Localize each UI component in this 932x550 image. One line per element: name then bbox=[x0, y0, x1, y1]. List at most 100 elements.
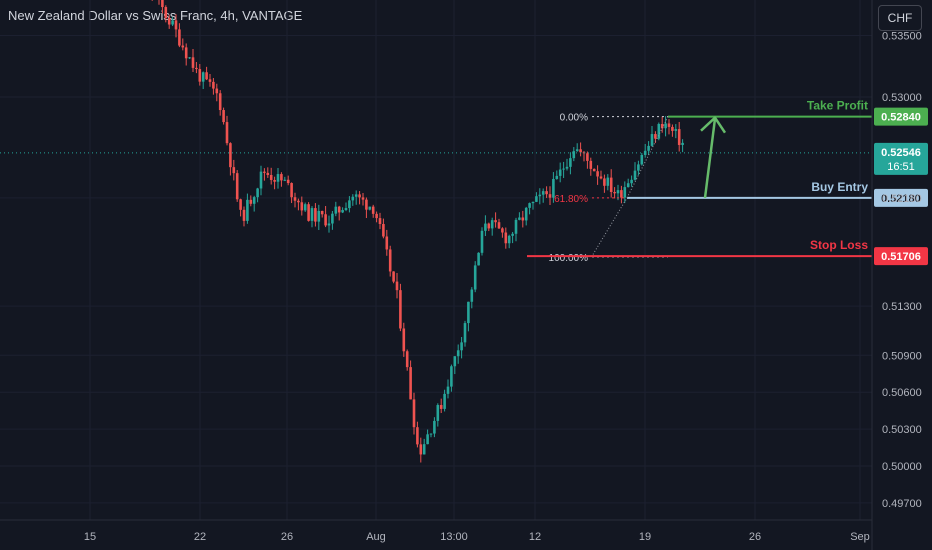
candle-body bbox=[351, 196, 355, 201]
candle-body bbox=[521, 217, 525, 221]
time-axis: 15 22 26 Aug 13:00 12 19 26 Sep bbox=[0, 519, 872, 543]
candle-body bbox=[382, 224, 385, 237]
candle-body bbox=[161, 0, 164, 8]
price-axis: 0.540000.535000.530000.521800.513000.509… bbox=[871, 0, 922, 550]
candle-body bbox=[246, 199, 249, 221]
candle-body bbox=[531, 201, 535, 204]
candle-body bbox=[276, 174, 280, 182]
candle-body bbox=[361, 197, 365, 200]
candle-body bbox=[480, 230, 484, 253]
candle-body bbox=[436, 405, 440, 421]
candle-body bbox=[562, 168, 565, 170]
candle-body bbox=[290, 183, 293, 198]
candle-body bbox=[555, 175, 559, 179]
candle-body bbox=[399, 290, 402, 329]
candle-body bbox=[307, 204, 310, 221]
candle-body bbox=[545, 191, 548, 195]
fib-diagonal bbox=[592, 197, 628, 255]
candle-body bbox=[293, 197, 297, 201]
candle-body bbox=[654, 134, 657, 139]
candle-body bbox=[419, 444, 423, 455]
candle-body bbox=[280, 174, 283, 181]
candle-body bbox=[616, 190, 620, 194]
candle-body bbox=[446, 386, 450, 394]
stop-loss-label: Stop Loss bbox=[810, 238, 868, 252]
candle-body bbox=[650, 134, 654, 146]
candle-body bbox=[416, 427, 419, 445]
candle-body bbox=[643, 150, 647, 155]
candle-body bbox=[181, 45, 185, 48]
candle-body bbox=[392, 271, 395, 282]
buy-entry-label: Buy Entry bbox=[811, 180, 868, 194]
candle-body bbox=[514, 219, 518, 234]
candle-body bbox=[647, 145, 650, 151]
candle-body bbox=[327, 223, 331, 226]
projection-arrow bbox=[703, 118, 717, 199]
candle-body bbox=[674, 129, 678, 131]
candle-body bbox=[385, 236, 389, 250]
candle-body bbox=[524, 207, 528, 221]
candle-body bbox=[337, 206, 341, 213]
candle-body bbox=[596, 171, 599, 177]
candle-body bbox=[344, 208, 348, 211]
candle-body bbox=[242, 209, 246, 221]
candle-body bbox=[620, 190, 623, 198]
candle-body bbox=[592, 168, 596, 172]
candle-body bbox=[354, 194, 358, 197]
candle-body bbox=[201, 72, 205, 82]
candle-body bbox=[225, 122, 229, 144]
candle-body bbox=[341, 210, 344, 213]
candle-body bbox=[603, 178, 606, 186]
candle-body bbox=[439, 405, 443, 409]
candle-body bbox=[317, 210, 321, 222]
price-tick-label: 0.53000 bbox=[882, 92, 922, 104]
price-tick-label: 0.53500 bbox=[882, 31, 922, 43]
candle-body bbox=[429, 433, 433, 435]
price-tag bbox=[874, 107, 928, 126]
candle-body bbox=[541, 191, 545, 195]
currency-button[interactable]: CHF bbox=[878, 5, 922, 31]
candle-body bbox=[460, 342, 463, 351]
candle-body bbox=[212, 81, 215, 89]
candle-body bbox=[664, 123, 667, 129]
candle-body bbox=[297, 200, 300, 203]
candle-body bbox=[609, 177, 613, 192]
candle-body bbox=[405, 351, 409, 368]
candle-body bbox=[548, 194, 552, 198]
candle-body bbox=[535, 196, 538, 202]
candle-body bbox=[348, 200, 351, 209]
time-tick-label: 15 bbox=[84, 531, 96, 543]
candle-body bbox=[633, 170, 637, 180]
candle-body bbox=[575, 149, 579, 152]
time-tick-label: 13:00 bbox=[440, 531, 468, 543]
candle-body bbox=[331, 213, 334, 224]
candle-body bbox=[606, 177, 610, 186]
candle-body bbox=[334, 206, 338, 214]
candle-body bbox=[477, 252, 480, 266]
price-tick-label: 0.50600 bbox=[882, 387, 922, 399]
candle-body bbox=[259, 171, 263, 189]
candle-body bbox=[473, 265, 477, 290]
candle-body bbox=[184, 47, 188, 59]
candle-body bbox=[358, 194, 361, 198]
candle-series bbox=[151, 0, 684, 463]
price-tick-label: 0.49700 bbox=[882, 498, 922, 510]
candle-body bbox=[320, 210, 324, 215]
time-tick-label: 22 bbox=[194, 531, 206, 543]
candle-body bbox=[501, 228, 504, 233]
candle-body bbox=[463, 323, 467, 343]
candle-body bbox=[310, 208, 314, 221]
candle-body bbox=[215, 88, 219, 94]
candle-body bbox=[249, 199, 253, 204]
fib-diagonal bbox=[626, 116, 669, 199]
price-tag-label: 0.52180 bbox=[881, 193, 921, 205]
time-tick-label: 19 bbox=[639, 531, 651, 543]
candle-body bbox=[667, 123, 671, 127]
candle-body bbox=[167, 18, 171, 25]
candle-body bbox=[198, 69, 202, 82]
candle-body bbox=[490, 220, 494, 229]
candle-body bbox=[283, 179, 287, 181]
candle-body bbox=[558, 169, 562, 176]
candle-body bbox=[450, 366, 453, 387]
